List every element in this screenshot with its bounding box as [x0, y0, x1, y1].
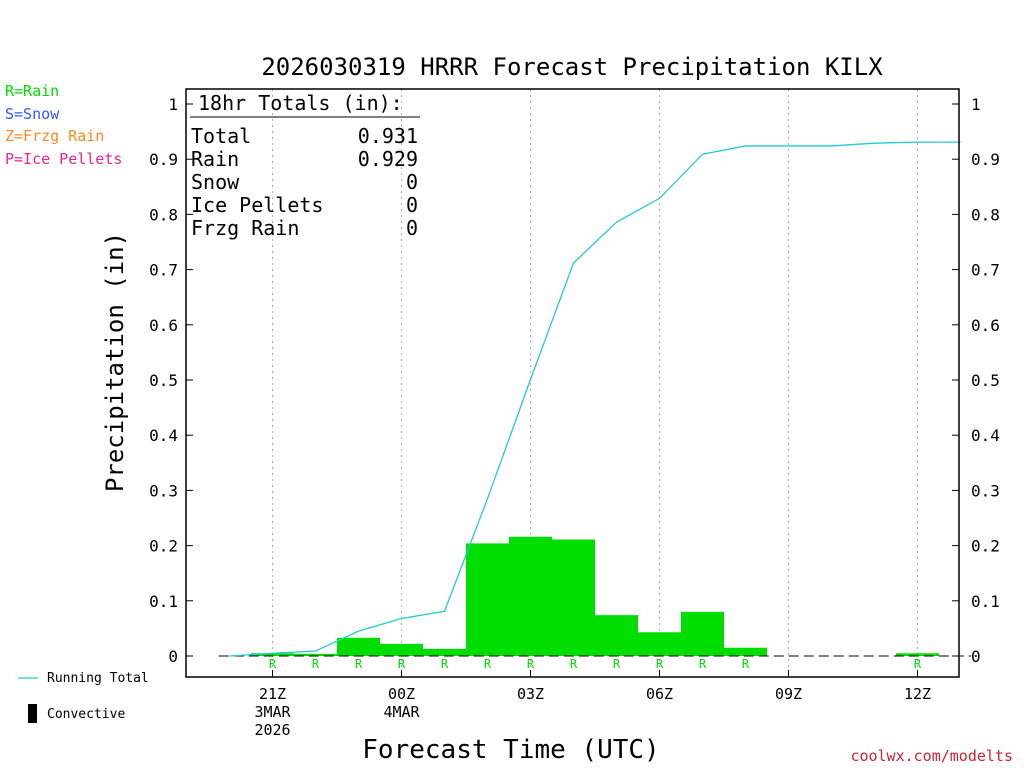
running-total-legend-label: Running Total [47, 671, 149, 686]
y-tick-label: 0.9 [149, 150, 178, 169]
y-tick-label: 1 [168, 95, 178, 114]
precip-bar [896, 653, 939, 656]
y-tick-label-right: 0 [971, 647, 981, 666]
type-label: R [398, 657, 406, 671]
precip-bar [251, 653, 294, 656]
totals-row-label: Frzg Rain [191, 216, 299, 240]
precip-bar [380, 643, 423, 656]
plot-frame [185, 88, 960, 678]
x-tick-label: 06Z [646, 685, 673, 703]
legend-frzg: Z=Frzg Rain [5, 127, 104, 145]
precip-bar [294, 653, 337, 656]
y-axis-left: 0 0.1 0.2 0.3 0.4 0.5 0.6 0.7 0.8 0.9 1 [149, 95, 193, 666]
precip-bar [337, 637, 380, 656]
y-tick-label-right: 0.5 [971, 371, 1000, 390]
totals-row-value: 0 [406, 193, 418, 217]
precip-bar [595, 615, 638, 656]
convective-legend-label: Convective [47, 707, 125, 722]
y-tick-label-right: 0.1 [971, 592, 1000, 611]
y-tick-label: 0.5 [149, 371, 178, 390]
totals-box: 18hr Totals (in): Total 0.931 Rain 0.929 Sno… [190, 91, 420, 240]
x-tick-label: 12Z [904, 685, 931, 703]
y-tick-label: 0.7 [149, 261, 178, 280]
x-tick-label: 00Z [388, 685, 415, 703]
totals-row-value: 0 [406, 216, 418, 240]
legend-ice: P=Ice Pellets [5, 150, 122, 168]
y-tick-label: 0.1 [149, 592, 178, 611]
type-label: R [656, 657, 664, 671]
precip-bar [724, 647, 767, 656]
type-label: R [312, 657, 320, 671]
precip-bar [552, 539, 595, 656]
bottom-legend: Running Total Convective [18, 671, 149, 723]
y-tick-label: 0 [168, 647, 178, 666]
type-label: R [269, 657, 277, 671]
totals-row-label: Snow [191, 170, 240, 194]
chart-title: 2026030319 HRRR Forecast Precipitation K… [261, 53, 883, 81]
y-tick-label-right: 0.2 [971, 537, 1000, 556]
grid-lines [272, 89, 918, 677]
y-tick-label-right: 1 [971, 95, 981, 114]
x-tick-label: 03Z [517, 685, 544, 703]
y-tick-label-right: 0.6 [971, 316, 1000, 335]
y-tick-label-right: 0.8 [971, 205, 1000, 224]
type-label: R [441, 657, 449, 671]
precip-bar [681, 611, 724, 656]
totals-row-label: Rain [191, 147, 239, 171]
y-tick-label: 0.8 [149, 205, 178, 224]
type-label: R [914, 657, 922, 671]
y-tick-label: 0.6 [149, 316, 178, 335]
bars-group [251, 536, 939, 656]
legend-snow: S=Snow [5, 105, 60, 123]
y-tick-label-right: 0.9 [971, 150, 1000, 169]
convective-legend-swatch [28, 704, 37, 723]
credit-text: coolwx.com/modelts [850, 747, 1013, 765]
y-tick-label: 0.2 [149, 537, 178, 556]
type-label: R [484, 657, 492, 671]
x-tick-label: 21Z [259, 685, 286, 703]
running-total-line [229, 141, 961, 657]
x-tick-label: 2026 [254, 721, 290, 739]
totals-row-value: 0 [406, 170, 418, 194]
x-tick-label: 09Z [775, 685, 802, 703]
type-label: R [699, 657, 707, 671]
totals-row-value: 0.931 [358, 124, 418, 148]
totals-row-label: Total [191, 124, 251, 148]
y-axis-right: 0 0.1 0.2 0.3 0.4 0.5 0.6 0.7 0.8 0.9 1 [952, 95, 1000, 666]
totals-row-label: Ice Pellets [191, 193, 323, 217]
type-label: R [527, 657, 535, 671]
y-tick-label-right: 0.7 [971, 261, 1000, 280]
precip-bar [638, 632, 681, 656]
type-label: R [570, 657, 578, 671]
type-label: R [742, 657, 750, 671]
y-tick-label: 0.3 [149, 481, 178, 500]
y-tick-label: 0.4 [149, 426, 178, 445]
precip-bar [423, 648, 466, 656]
y-tick-label-right: 0.3 [971, 481, 1000, 500]
x-axis-label: Forecast Time (UTC) [362, 735, 659, 765]
totals-header: 18hr Totals (in): [198, 91, 403, 115]
totals-rows: Total 0.931 Rain 0.929 Snow 0 Ice Pellets 0 Frzg… [191, 124, 418, 240]
x-tick-label: 3MAR [254, 703, 291, 721]
y-axis-label: Precipitation (in) [101, 232, 129, 492]
precip-bar [466, 543, 509, 656]
type-label: R [613, 657, 621, 671]
type-label: R [355, 657, 363, 671]
left-legend: R=Rain S=Snow Z=Frzg Rain P=Ice Pellets [5, 82, 122, 168]
legend-rain: R=Rain [5, 82, 59, 100]
totals-row-value: 0.929 [358, 147, 418, 171]
y-tick-label-right: 0.4 [971, 426, 1000, 445]
x-tick-label: 4MAR [383, 703, 420, 721]
precip-bar [509, 536, 552, 656]
